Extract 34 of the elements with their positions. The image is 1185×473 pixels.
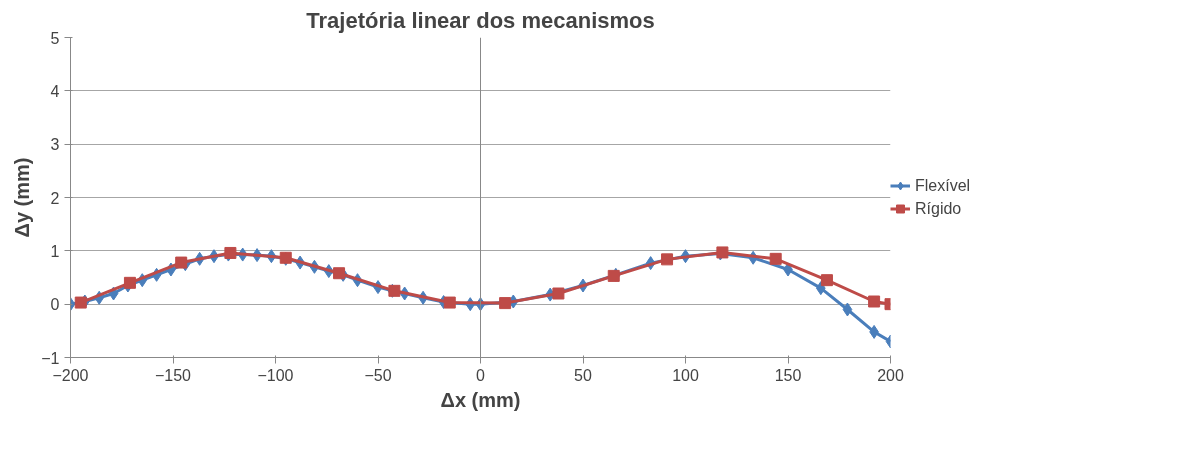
x-tick-label: −100	[257, 366, 294, 384]
chart-title: Trajetória linear dos mecanismos	[306, 7, 655, 33]
x-tick-label: −200	[52, 366, 89, 384]
y-tick-label: 5	[50, 29, 60, 47]
y-tick-label: 0	[50, 296, 60, 314]
point	[815, 281, 826, 296]
y-tick-label: 2	[50, 189, 60, 207]
y-axis-title: Δy (mm)	[11, 157, 34, 238]
x-tick-label: −50	[364, 366, 392, 384]
y-tick-label: 4	[50, 82, 60, 100]
y-tick-label: 3	[50, 136, 60, 154]
x-tick-label: 150	[774, 366, 802, 384]
point	[769, 252, 782, 265]
x-tick-label: −150	[154, 366, 192, 384]
x-tick-label: 200	[877, 366, 904, 384]
x-axis-title: Δx (mm)	[440, 388, 521, 411]
point	[820, 274, 833, 287]
legend-label: Rígido	[915, 199, 963, 218]
point	[333, 267, 346, 280]
x-tick-label: 0	[476, 366, 486, 384]
point	[661, 253, 674, 266]
point	[842, 302, 853, 317]
point	[175, 256, 188, 269]
point	[868, 295, 881, 308]
y-tick-label: −1	[41, 349, 60, 367]
point	[74, 296, 87, 309]
x-tick-label: 100	[672, 366, 699, 384]
y-tick-label: 1	[50, 242, 60, 260]
legend-label: Flexível	[915, 176, 972, 195]
point	[552, 287, 565, 300]
point	[443, 296, 456, 309]
point	[499, 297, 512, 310]
point	[123, 276, 136, 289]
x-tick-label: 50	[574, 366, 592, 384]
